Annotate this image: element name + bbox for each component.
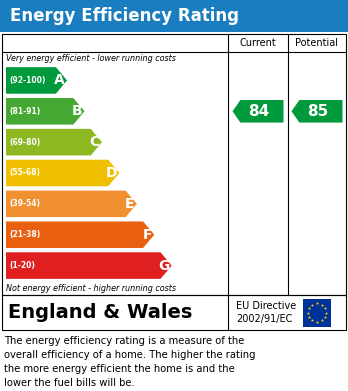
Text: Potential: Potential	[295, 38, 339, 48]
Text: (69-80): (69-80)	[9, 138, 40, 147]
Text: C: C	[89, 135, 100, 149]
Polygon shape	[292, 100, 342, 122]
Text: England & Wales: England & Wales	[8, 303, 192, 322]
Polygon shape	[6, 190, 137, 217]
Text: (21-38): (21-38)	[9, 230, 40, 239]
Text: B: B	[72, 104, 82, 118]
Text: D: D	[106, 166, 117, 180]
Text: Current: Current	[240, 38, 276, 48]
Bar	[303, 298, 331, 326]
Polygon shape	[6, 160, 119, 186]
Text: The energy efficiency rating is a measure of the
overall efficiency of a home. T: The energy efficiency rating is a measur…	[4, 336, 255, 388]
Text: G: G	[158, 258, 169, 273]
Text: (92-100): (92-100)	[9, 76, 45, 85]
Polygon shape	[6, 221, 154, 248]
Bar	[2, 34, 346, 295]
Text: Not energy efficient - higher running costs: Not energy efficient - higher running co…	[6, 284, 176, 293]
Polygon shape	[6, 98, 85, 125]
Text: EU Directive
2002/91/EC: EU Directive 2002/91/EC	[236, 301, 296, 324]
Text: F: F	[143, 228, 152, 242]
Polygon shape	[6, 252, 172, 279]
Text: E: E	[125, 197, 135, 211]
Text: A: A	[54, 74, 65, 88]
Text: (55-68): (55-68)	[9, 169, 40, 178]
Polygon shape	[6, 67, 67, 94]
Text: Energy Efficiency Rating: Energy Efficiency Rating	[10, 7, 239, 25]
Text: Very energy efficient - lower running costs: Very energy efficient - lower running co…	[6, 54, 176, 63]
Bar	[0, 0, 348, 32]
Polygon shape	[6, 129, 102, 155]
Text: 85: 85	[308, 104, 329, 119]
Text: 84: 84	[248, 104, 270, 119]
Bar	[2, 295, 346, 330]
Polygon shape	[232, 100, 284, 122]
Text: (81-91): (81-91)	[9, 107, 40, 116]
Text: (1-20): (1-20)	[9, 261, 35, 270]
Text: (39-54): (39-54)	[9, 199, 40, 208]
